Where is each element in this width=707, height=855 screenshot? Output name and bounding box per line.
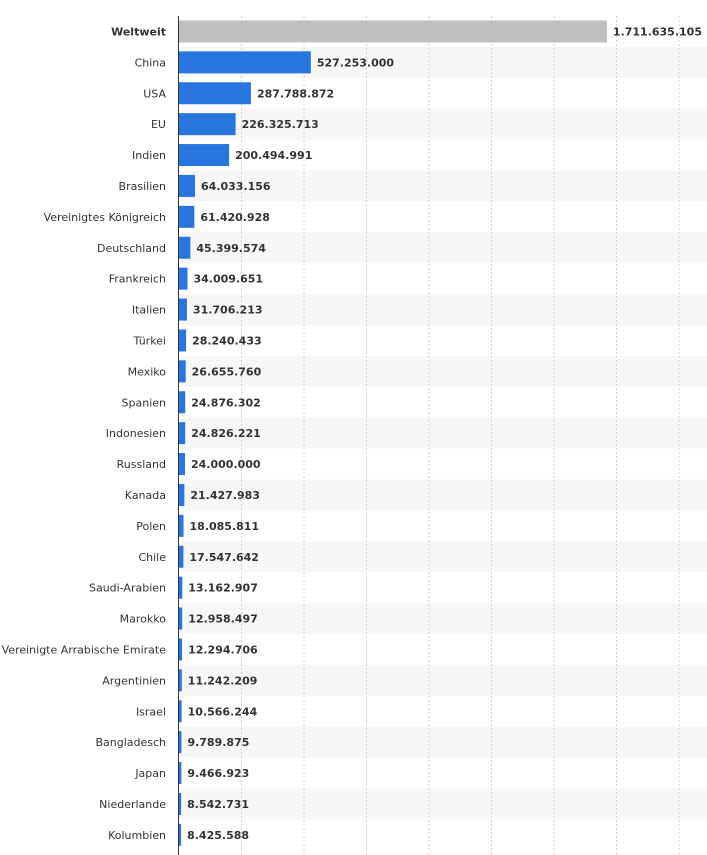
bar-russland[interactable] bbox=[179, 453, 185, 476]
bar-spanien[interactable] bbox=[179, 391, 186, 414]
category-labels: Weltweit China USA EU Indien Brasilien Vereini… bbox=[2, 25, 167, 841]
category-label-usa: USA bbox=[143, 87, 166, 100]
category-label-frankreich: Frankreich bbox=[109, 273, 166, 286]
value-label-argentinien: 11.242.209 bbox=[188, 674, 258, 687]
value-label-saudi-arabien: 13.162.907 bbox=[188, 582, 258, 595]
row-band bbox=[179, 603, 707, 634]
value-label-frankreich: 34.009.651 bbox=[194, 273, 264, 286]
row-band bbox=[179, 294, 707, 325]
value-label-chile: 17.547.642 bbox=[189, 551, 259, 564]
category-label-deutschland: Deutschland bbox=[97, 242, 166, 255]
bar-brasilien[interactable] bbox=[179, 174, 196, 197]
row-band bbox=[179, 170, 707, 202]
value-label-vereinigte-arrabische-emirate: 12.294.706 bbox=[188, 643, 258, 656]
bar-italien[interactable] bbox=[179, 298, 187, 321]
value-label-deutschland: 45.399.574 bbox=[196, 242, 266, 255]
bar-kolumbien[interactable] bbox=[179, 823, 182, 846]
value-label-marokko: 12.958.497 bbox=[188, 613, 258, 626]
bar-deutschland[interactable] bbox=[179, 236, 191, 259]
bar-japan[interactable] bbox=[179, 762, 182, 785]
value-label-kolumbien: 8.425.588 bbox=[187, 829, 249, 842]
category-label-chile: Chile bbox=[138, 551, 166, 564]
value-label-bangladesch: 9.789.875 bbox=[187, 736, 249, 749]
bar-mexiko[interactable] bbox=[179, 360, 186, 383]
category-label-weltweit: Weltweit bbox=[111, 25, 166, 38]
bar-niederlande[interactable] bbox=[179, 792, 182, 815]
category-label-spanien: Spanien bbox=[122, 396, 167, 409]
bar-usa[interactable] bbox=[179, 82, 251, 105]
category-label-polen: Polen bbox=[136, 520, 166, 533]
value-label-italien: 31.706.213 bbox=[193, 304, 263, 317]
category-label-vereinigte-arrabische-emirate: Vereinigte Arrabische Emirate bbox=[2, 643, 167, 656]
category-label-eu: EU bbox=[151, 118, 166, 131]
value-label-kanada: 21.427.983 bbox=[190, 489, 260, 502]
value-label-turkei: 28.240.433 bbox=[192, 334, 262, 347]
bar-argentinien[interactable] bbox=[179, 669, 182, 692]
category-label-italien: Italien bbox=[132, 304, 166, 317]
bar-indien[interactable] bbox=[179, 144, 230, 167]
bar-chile[interactable] bbox=[179, 545, 184, 568]
row-band bbox=[179, 232, 707, 264]
value-label-brasilien: 64.033.156 bbox=[201, 180, 271, 193]
row-band bbox=[179, 788, 707, 820]
value-label-mexiko: 26.655.760 bbox=[192, 365, 262, 378]
value-label-indonesien: 24.826.221 bbox=[191, 427, 261, 440]
value-label-vereinigtes-konigreich: 61.420.928 bbox=[200, 211, 270, 224]
value-label-indien: 200.494.991 bbox=[235, 149, 312, 162]
value-label-israel: 10.566.244 bbox=[188, 705, 258, 718]
bar-vereinigte-arrabische-emirate[interactable] bbox=[179, 638, 183, 661]
category-label-bangladesch: Bangladesch bbox=[95, 736, 166, 749]
value-label-eu: 226.325.713 bbox=[242, 118, 319, 131]
bars bbox=[179, 20, 607, 846]
row-band bbox=[179, 664, 707, 696]
row-band bbox=[179, 726, 707, 758]
row-band bbox=[179, 355, 707, 387]
bar-turkei[interactable] bbox=[179, 329, 187, 352]
category-label-kolumbien: Kolumbien bbox=[108, 829, 166, 842]
row-band bbox=[179, 417, 707, 449]
value-label-japan: 9.466.923 bbox=[187, 767, 249, 780]
bar-eu[interactable] bbox=[179, 113, 236, 136]
bar-polen[interactable] bbox=[179, 514, 184, 537]
row-band bbox=[179, 479, 707, 511]
category-label-israel: Israel bbox=[136, 705, 166, 718]
value-label-weltweit: 1.711.635.105 bbox=[613, 25, 702, 38]
bar-bangladesch[interactable] bbox=[179, 731, 182, 754]
row-bands bbox=[179, 46, 707, 820]
bar-weltweit[interactable] bbox=[179, 20, 607, 43]
category-label-indien: Indien bbox=[132, 149, 166, 162]
bar-saudi-arabien[interactable] bbox=[179, 576, 183, 599]
value-label-niederlande: 8.542.731 bbox=[187, 798, 249, 811]
value-label-usa: 287.788.872 bbox=[257, 87, 334, 100]
value-label-china: 527.253.000 bbox=[317, 56, 395, 69]
bar-china[interactable] bbox=[179, 51, 311, 74]
value-label-spanien: 24.876.302 bbox=[191, 396, 261, 409]
category-label-japan: Japan bbox=[134, 767, 166, 780]
category-label-kanada: Kanada bbox=[125, 489, 166, 502]
value-labels: 1.711.635.105 527.253.000 287.788.872 226.3… bbox=[187, 25, 702, 841]
category-label-niederlande: Niederlande bbox=[99, 798, 166, 811]
bar-vereinigtes-konigreich[interactable] bbox=[179, 205, 195, 228]
category-label-mexiko: Mexiko bbox=[128, 365, 167, 378]
category-label-marokko: Marokko bbox=[120, 613, 167, 626]
row-band bbox=[179, 108, 707, 140]
value-label-polen: 18.085.811 bbox=[190, 520, 260, 533]
category-label-turkei: Türkei bbox=[132, 334, 166, 347]
bar-marokko[interactable] bbox=[179, 607, 183, 630]
bar-kanada[interactable] bbox=[179, 483, 185, 506]
category-label-brasilien: Brasilien bbox=[119, 180, 166, 193]
value-label-russland: 24.000.000 bbox=[191, 458, 261, 471]
bar-frankreich[interactable] bbox=[179, 267, 188, 290]
category-label-indonesien: Indonesien bbox=[106, 427, 166, 440]
category-label-russland: Russland bbox=[117, 458, 166, 471]
category-label-argentinien: Argentinien bbox=[102, 674, 166, 687]
category-label-vereinigtes-konigreich: Vereinigtes Königreich bbox=[44, 211, 166, 224]
category-label-saudi-arabien: Saudi-Arabien bbox=[89, 582, 166, 595]
row-band bbox=[179, 541, 707, 573]
bar-israel[interactable] bbox=[179, 700, 182, 723]
bar-indonesien[interactable] bbox=[179, 422, 186, 445]
category-label-china: China bbox=[135, 56, 166, 69]
